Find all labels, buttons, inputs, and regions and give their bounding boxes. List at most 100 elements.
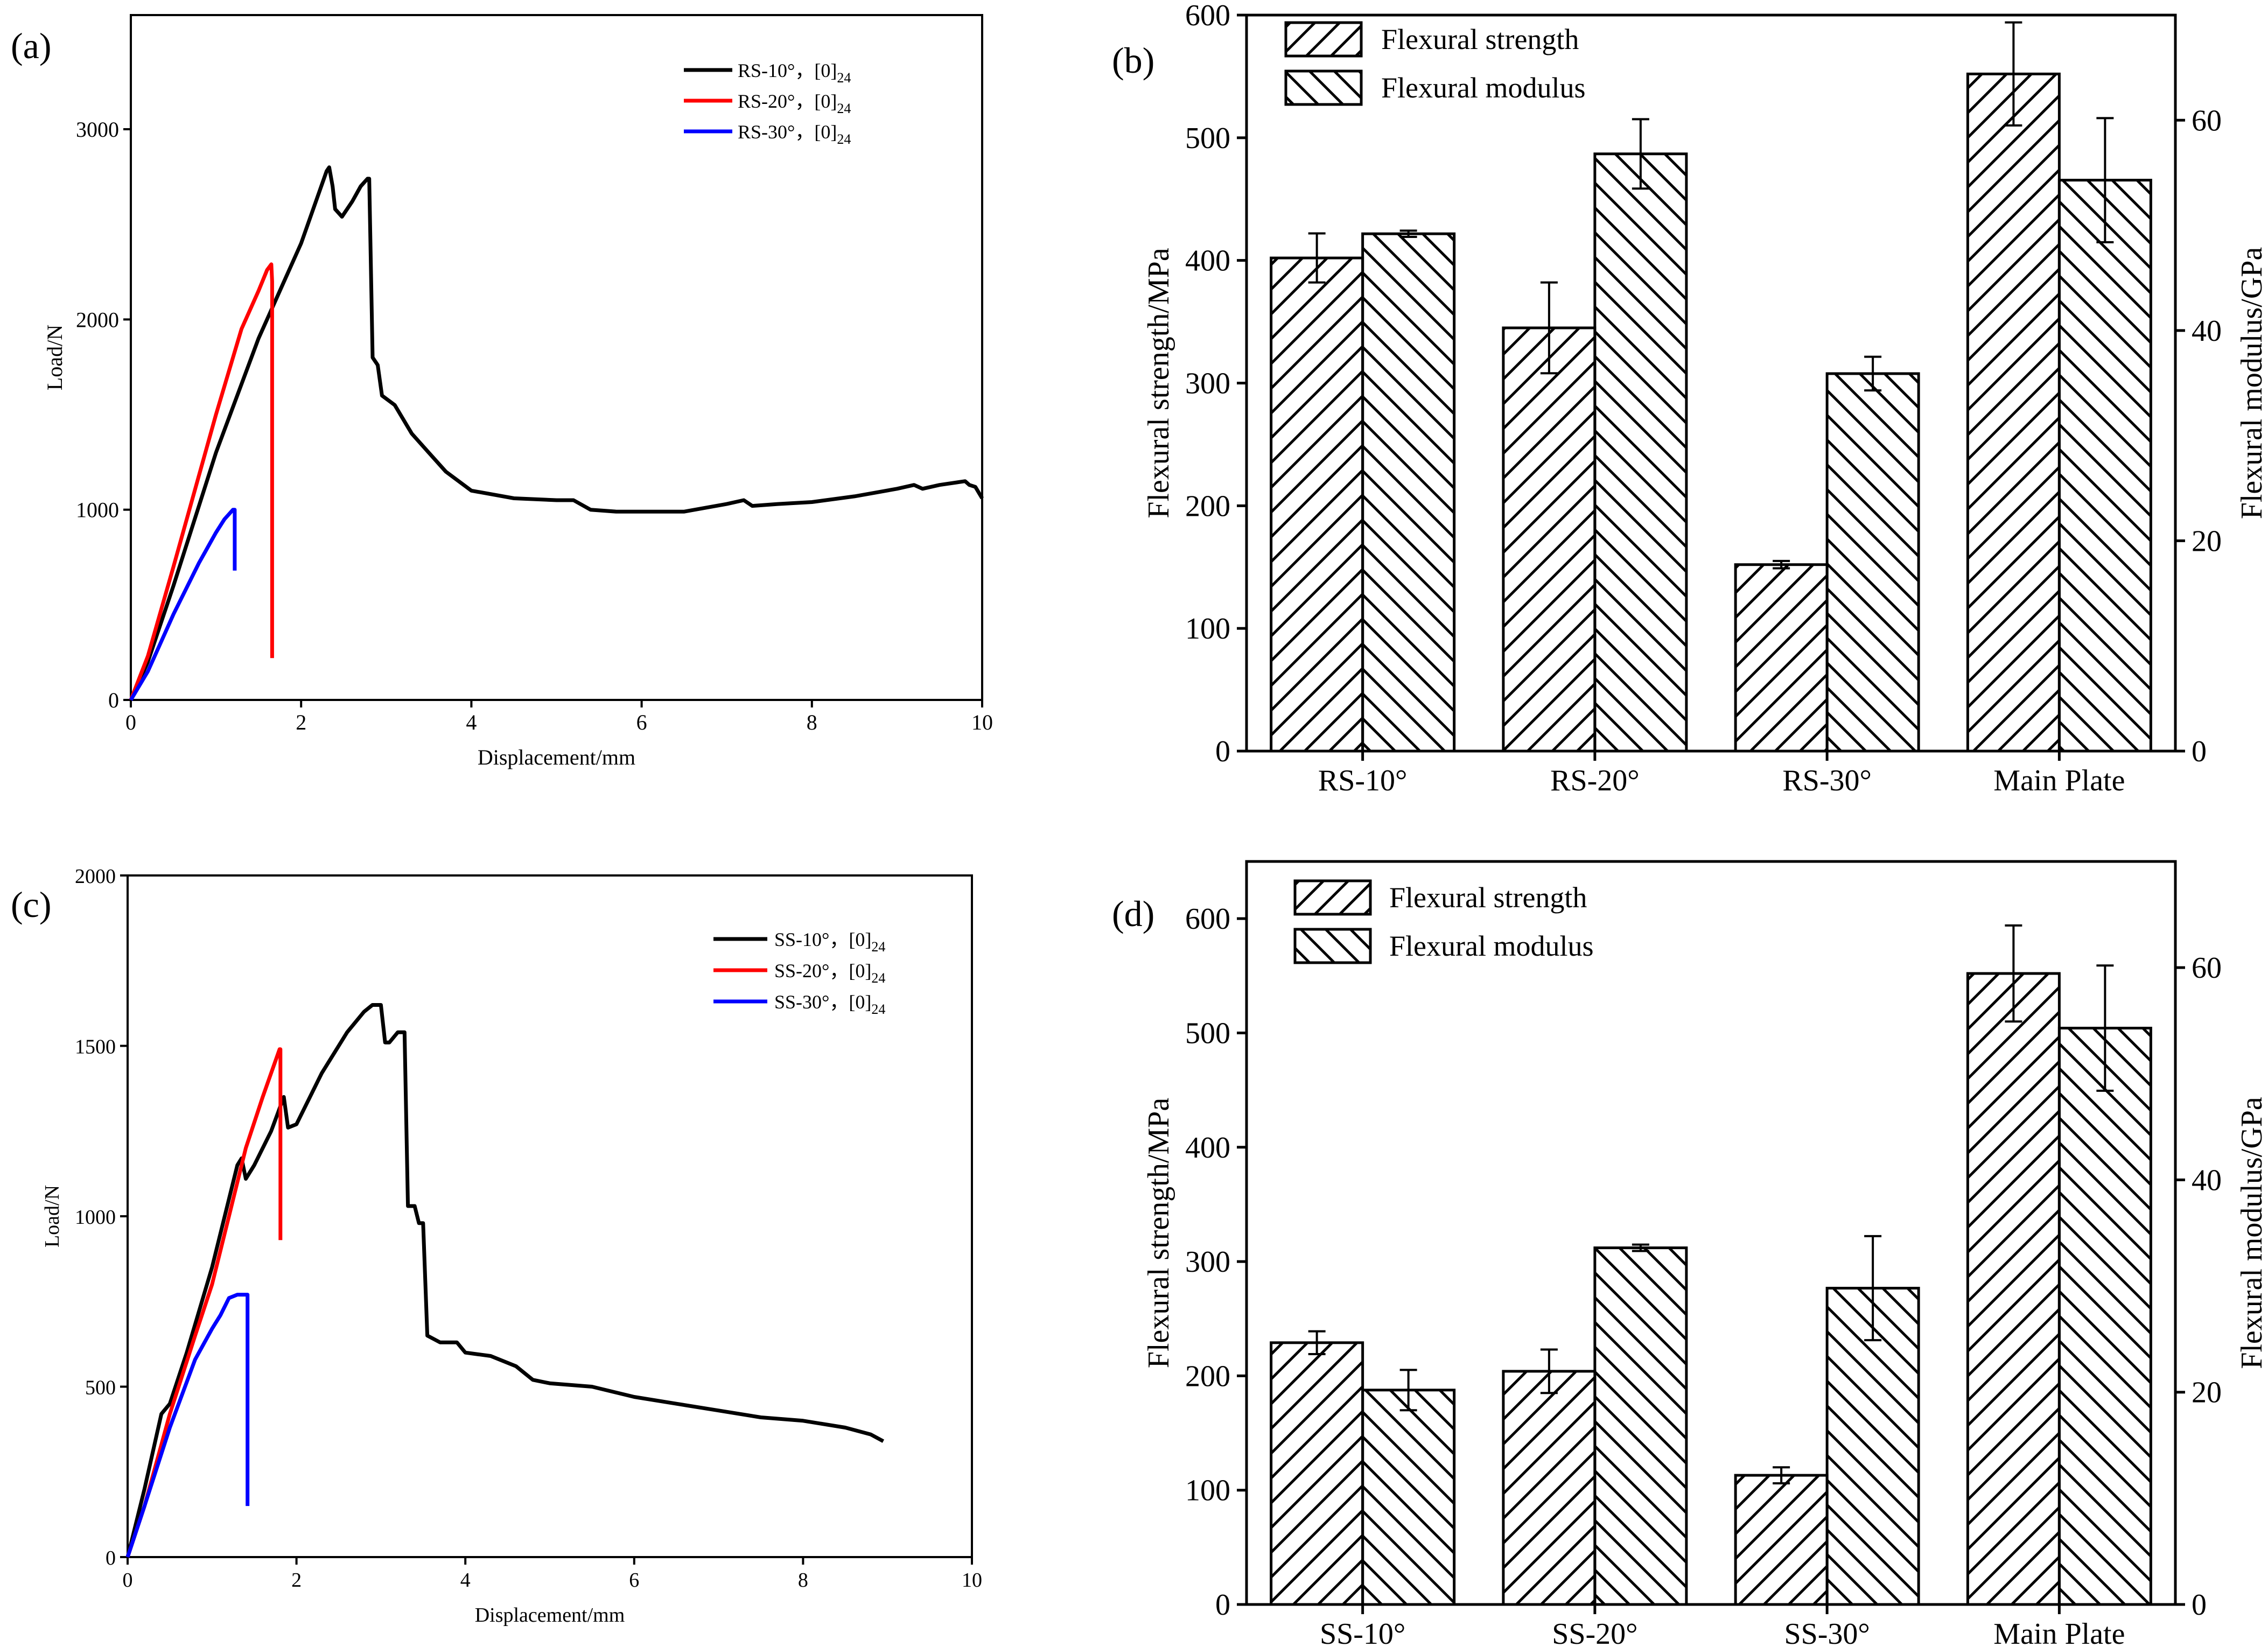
y-tick-label: 200 bbox=[1185, 1359, 1230, 1393]
x-tick-label: 4 bbox=[466, 710, 477, 734]
panel-label: (b) bbox=[1112, 40, 1154, 81]
x-axis-label: Displacement/mm bbox=[475, 1604, 625, 1627]
y-tick-label: 500 bbox=[85, 1377, 116, 1399]
panel-c-load-displacement-chart: (c) 0 2 4 6 8 10 0 500 1000 1500 2000 Displacement/m… bbox=[11, 865, 982, 1627]
series-line-RS-10° bbox=[129, 165, 984, 701]
panel-label: (a) bbox=[11, 25, 51, 66]
legend-entry: SS-10°，[0]24 bbox=[774, 929, 885, 955]
x-tick-label: SS-10° bbox=[1320, 1617, 1405, 1647]
x-tick-label: 0 bbox=[123, 1569, 133, 1592]
x-tick-label: RS-30° bbox=[1782, 764, 1872, 797]
legend-swatch bbox=[1284, 69, 1363, 106]
bar-Flexural modulus-RS-30° bbox=[1825, 372, 1920, 753]
y-right-axis-label: Flexural modulus/GPa bbox=[2235, 1097, 2268, 1369]
series-line-RS-20° bbox=[129, 262, 274, 701]
y-tick-label: 1500 bbox=[75, 1036, 116, 1059]
bar-Flexural strength-RS-10° bbox=[1270, 256, 1364, 753]
legend-entry: RS-20°，[0]24 bbox=[738, 90, 851, 116]
x-tick-label: RS-10° bbox=[1318, 764, 1408, 797]
y-tick-label: 3000 bbox=[76, 117, 119, 142]
panel-d-flexural-bar-chart: (d) 0 100 200 300 400 500 600 0 20 40 60 SS-10° SS-20… bbox=[1112, 860, 2268, 1647]
bar-Flexural modulus-RS-20° bbox=[1593, 152, 1688, 753]
x-tick-label: SS-20° bbox=[1552, 1617, 1637, 1647]
y-tick-label: 600 bbox=[1185, 0, 1230, 32]
y-right-tick-label: 20 bbox=[2192, 1376, 2222, 1410]
y-tick-label: 100 bbox=[1185, 1474, 1230, 1508]
bar-Flexural strength-Main Plate bbox=[1966, 972, 2061, 1606]
x-tick-label: 4 bbox=[460, 1569, 471, 1592]
y-tick-label: 300 bbox=[1185, 1245, 1230, 1279]
y-right-tick-label: 0 bbox=[2192, 735, 2207, 768]
x-tick-label: 8 bbox=[807, 710, 817, 734]
panel-b-flexural-bar-chart: (b) 0 100 200 300 400 500 600 0 20 40 60 RS-10° RS-20… bbox=[1112, 0, 2268, 797]
bar-Flexural modulus-SS-20° bbox=[1593, 1246, 1688, 1606]
y-right-tick-label: 40 bbox=[2192, 314, 2222, 348]
legend-swatch bbox=[1293, 879, 1372, 916]
y-tick-label: 2000 bbox=[75, 865, 116, 888]
legend-entry: Flexural modulus bbox=[1381, 72, 1585, 104]
x-tick-label: 2 bbox=[291, 1569, 302, 1592]
y-tick-label: 0 bbox=[1215, 735, 1230, 768]
y-axis-label: Flexural strength/MPa bbox=[1142, 1098, 1175, 1369]
legend-swatch bbox=[1284, 21, 1363, 58]
bar-Flexural modulus-RS-10° bbox=[1361, 232, 1456, 753]
y-tick-label: 400 bbox=[1185, 244, 1230, 278]
x-tick-label: 0 bbox=[125, 710, 136, 734]
y-tick-label: 0 bbox=[106, 1547, 116, 1569]
series-line-SS-30° bbox=[125, 1293, 250, 1558]
panel-label: (d) bbox=[1112, 893, 1154, 934]
series-line-RS-30° bbox=[129, 508, 237, 701]
x-tick-label: 10 bbox=[971, 710, 993, 734]
y-tick-label: 400 bbox=[1185, 1131, 1230, 1165]
x-tick-label: SS-30° bbox=[1784, 1617, 1870, 1647]
bar-Flexural modulus-Main Plate bbox=[2057, 1027, 2152, 1606]
y-right-tick-label: 60 bbox=[2192, 104, 2222, 137]
panel-label: (c) bbox=[11, 884, 51, 925]
plot-frame bbox=[1245, 860, 2177, 1606]
bar-Flexural strength-RS-30° bbox=[1734, 563, 1829, 753]
legend-entry: SS-20°，[0]24 bbox=[774, 960, 885, 986]
bar-Flexural strength-SS-30° bbox=[1734, 1474, 1829, 1606]
x-tick-label: 6 bbox=[629, 1569, 639, 1592]
y-tick-label: 500 bbox=[1185, 1017, 1230, 1050]
x-tick-label: Main Plate bbox=[1993, 1617, 2125, 1647]
panel-a-load-displacement-chart: (a) 0 2 4 6 8 10 0 1000 2000 3000 Displacement/mm Lo… bbox=[11, 14, 993, 769]
series-line-SS-20° bbox=[125, 1047, 283, 1558]
y-tick-label: 2000 bbox=[76, 307, 119, 332]
y-tick-label: 300 bbox=[1185, 367, 1230, 401]
y-tick-label: 500 bbox=[1185, 122, 1230, 155]
y-tick-label: 100 bbox=[1185, 612, 1230, 646]
y-right-tick-label: 20 bbox=[2192, 524, 2222, 558]
x-tick-label: Main Plate bbox=[1993, 764, 2125, 797]
y-right-tick-label: 0 bbox=[2192, 1588, 2207, 1622]
bar-Flexural strength-SS-10° bbox=[1270, 1341, 1364, 1606]
bar-Flexural strength-Main Plate bbox=[1966, 72, 2061, 753]
x-tick-label: 6 bbox=[636, 710, 647, 734]
bar-Flexural modulus-SS-10° bbox=[1361, 1389, 1456, 1606]
legend-entry: Flexural strength bbox=[1381, 23, 1579, 55]
y-tick-label: 600 bbox=[1185, 902, 1230, 936]
legend-entry: RS-10°，[0]24 bbox=[738, 60, 851, 86]
y-right-tick-label: 60 bbox=[2192, 951, 2222, 985]
legend-swatch bbox=[1293, 928, 1372, 964]
y-tick-label: 0 bbox=[108, 688, 119, 712]
x-axis-label: Displacement/mm bbox=[478, 745, 635, 769]
legend-entry: Flexural strength bbox=[1389, 881, 1587, 914]
y-tick-label: 200 bbox=[1185, 489, 1230, 523]
y-tick-label: 1000 bbox=[76, 498, 119, 522]
bar-Flexural strength-RS-20° bbox=[1502, 326, 1597, 753]
legend-entry: Flexural modulus bbox=[1389, 930, 1593, 962]
y-axis-label: Flexural strength/MPa bbox=[1142, 248, 1175, 518]
y-right-tick-label: 40 bbox=[2192, 1164, 2222, 1197]
y-right-axis-label: Flexural modulus/GPa bbox=[2235, 247, 2268, 520]
y-axis-label: Load/N bbox=[43, 325, 67, 390]
x-tick-label: 10 bbox=[962, 1569, 982, 1592]
y-tick-label: 0 bbox=[1215, 1588, 1230, 1622]
legend-entry: RS-30°，[0]24 bbox=[738, 121, 851, 147]
plot-frame bbox=[130, 14, 983, 701]
x-tick-label: 8 bbox=[798, 1569, 808, 1592]
legend-entry: SS-30°，[0]24 bbox=[774, 991, 885, 1017]
x-tick-label: RS-20° bbox=[1550, 764, 1640, 797]
